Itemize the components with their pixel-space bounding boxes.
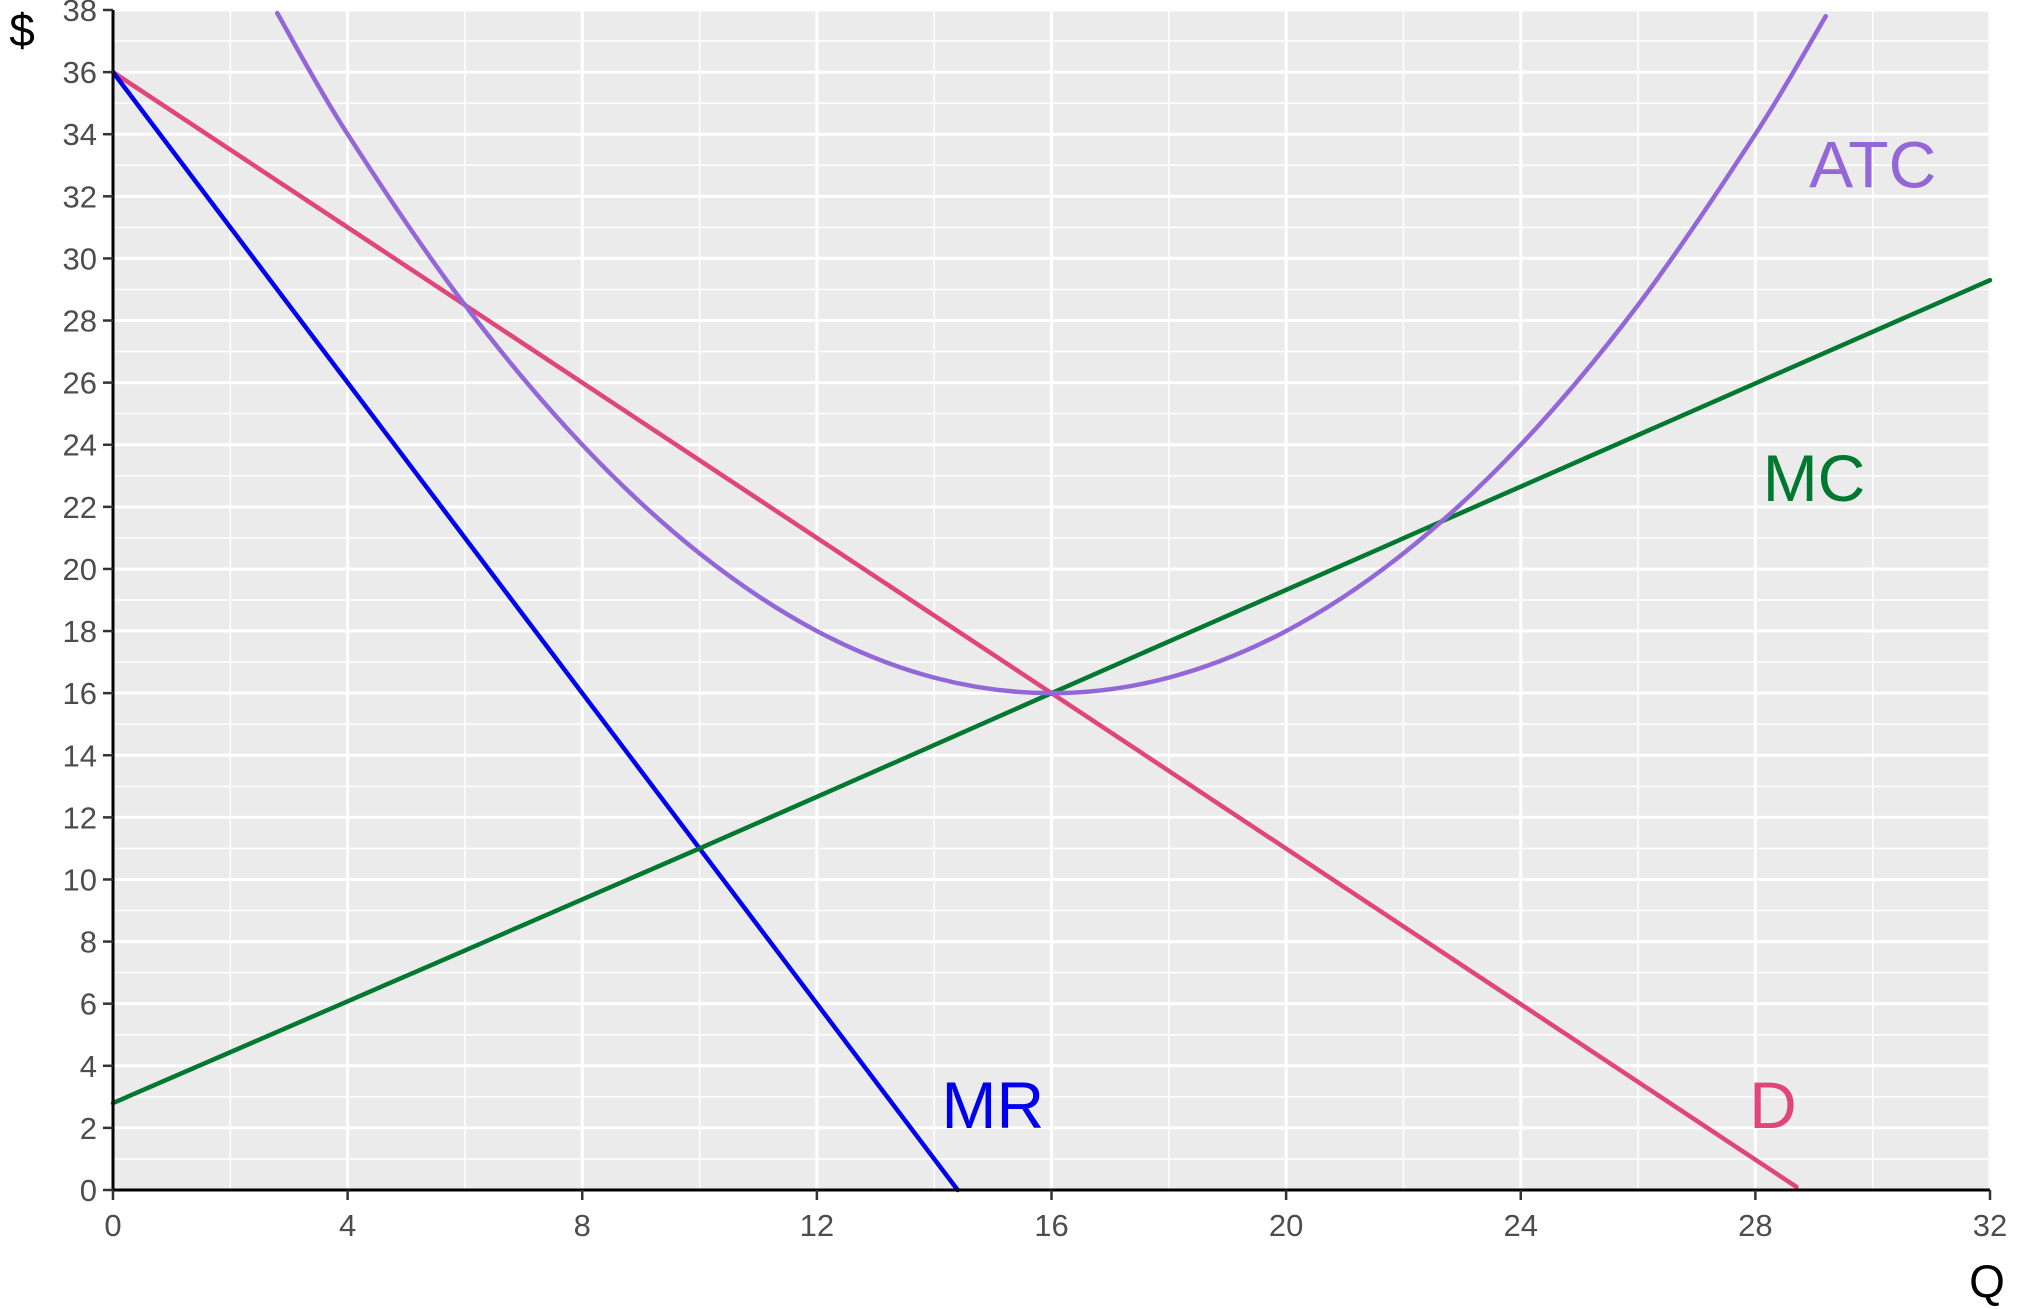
x-tick-label: 4 <box>339 1208 356 1243</box>
x-tick-label: 28 <box>1738 1208 1772 1243</box>
curve-label-atc: ATC <box>1809 127 1936 201</box>
y-tick-label: 28 <box>63 304 97 339</box>
y-tick-label: 22 <box>63 490 97 525</box>
y-tick-label: 26 <box>63 366 97 401</box>
y-tick-label: 36 <box>63 55 97 90</box>
y-tick-label: 20 <box>63 552 97 587</box>
y-tick-label: 6 <box>80 987 97 1022</box>
y-tick-label: 10 <box>63 862 97 897</box>
y-tick-label: 24 <box>63 428 97 463</box>
x-tick-label: 32 <box>1973 1208 2007 1243</box>
curve-label-d: D <box>1749 1068 1797 1142</box>
y-tick-label: 16 <box>63 676 97 711</box>
series-layer <box>110 10 1993 1193</box>
x-axis-title: Q <box>1969 1255 2005 1307</box>
y-tick-label: 4 <box>80 1049 97 1084</box>
x-tick-label: 16 <box>1034 1208 1068 1243</box>
y-tick-label: 30 <box>63 241 97 276</box>
series-line-atc <box>274 10 1829 696</box>
y-tick-label: 38 <box>63 0 97 28</box>
series-line-mc <box>110 277 1993 1106</box>
x-tick-label: 0 <box>104 1208 121 1243</box>
axes-layer: 0 4 8 12 16 20 24 28 320246810121416182022242628… <box>63 0 2008 1243</box>
curve-label-mc: MC <box>1763 441 1866 515</box>
curve-label-mr: MR <box>942 1068 1045 1142</box>
labels-layer: D MR MC ATC <box>942 127 1937 1142</box>
x-tick-label: 12 <box>800 1208 834 1243</box>
y-tick-label: 2 <box>80 1111 97 1146</box>
x-tick-label: 8 <box>574 1208 591 1243</box>
x-tick-label: 20 <box>1269 1208 1303 1243</box>
y-tick-label: 12 <box>63 800 97 835</box>
y-tick-label: 14 <box>63 738 97 773</box>
y-tick-label: 32 <box>63 179 97 214</box>
y-tick-label: 18 <box>63 614 97 649</box>
y-tick-label: 34 <box>63 117 97 152</box>
x-tick-label: 24 <box>1504 1208 1538 1243</box>
y-tick-label: 8 <box>80 925 97 960</box>
y-axis-title: $ <box>9 4 35 56</box>
y-tick-label: 0 <box>80 1173 97 1208</box>
